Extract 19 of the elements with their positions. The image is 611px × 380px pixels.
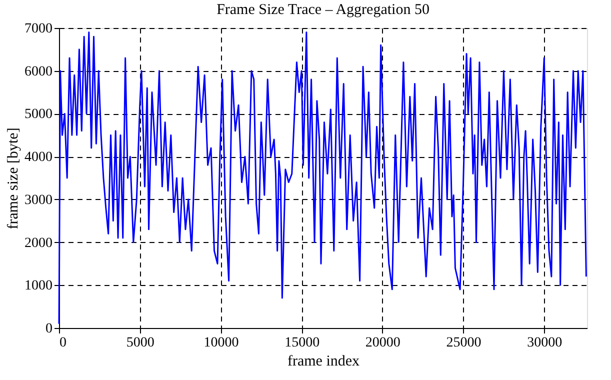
y-tick-label: 0 <box>46 322 52 336</box>
x-tick-label: 25000 <box>446 336 482 350</box>
x-axis-title: frame index <box>287 354 360 370</box>
x-tick-label: 0 <box>60 336 66 350</box>
chart-title: Frame Size Trace – Aggregation 50 <box>216 2 430 18</box>
y-tick-label: 4000 <box>24 150 52 166</box>
x-tick-label: 10000 <box>204 336 239 350</box>
y-tick-label: 3000 <box>24 192 52 208</box>
y-tick-label: 2000 <box>24 236 52 251</box>
y-tick-label: 6000 <box>24 64 52 80</box>
x-tick-label: 30000 <box>527 336 562 350</box>
x-tick-label: 20000 <box>365 336 400 350</box>
line-series <box>58 32 587 324</box>
y-tick-label: 1000 <box>24 278 52 294</box>
y-tick-label: 7000 <box>24 22 52 36</box>
y-tick-label: 5000 <box>24 107 52 122</box>
y-axis-title: frame size [byte] <box>6 128 22 230</box>
x-tick-label: 5000 <box>126 336 154 350</box>
x-tick-label: 15000 <box>284 336 320 350</box>
